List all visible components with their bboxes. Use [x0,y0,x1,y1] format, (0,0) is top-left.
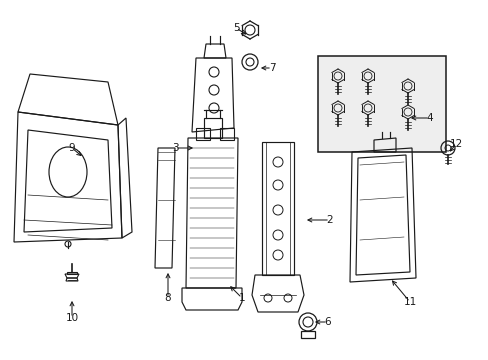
Text: 10: 10 [65,313,79,323]
Text: 2: 2 [326,215,333,225]
Bar [301,331,314,338]
Text: 7: 7 [268,63,275,73]
Text: 5: 5 [232,23,239,33]
Text: 1: 1 [238,293,245,303]
Text: 9: 9 [68,143,75,153]
Text: 3: 3 [171,143,178,153]
Text: 12: 12 [448,139,462,149]
Text: 4: 4 [426,113,432,123]
Bar [317,56,445,152]
Text: 8: 8 [164,293,171,303]
Text: 6: 6 [324,317,331,327]
Text: 11: 11 [403,297,416,307]
